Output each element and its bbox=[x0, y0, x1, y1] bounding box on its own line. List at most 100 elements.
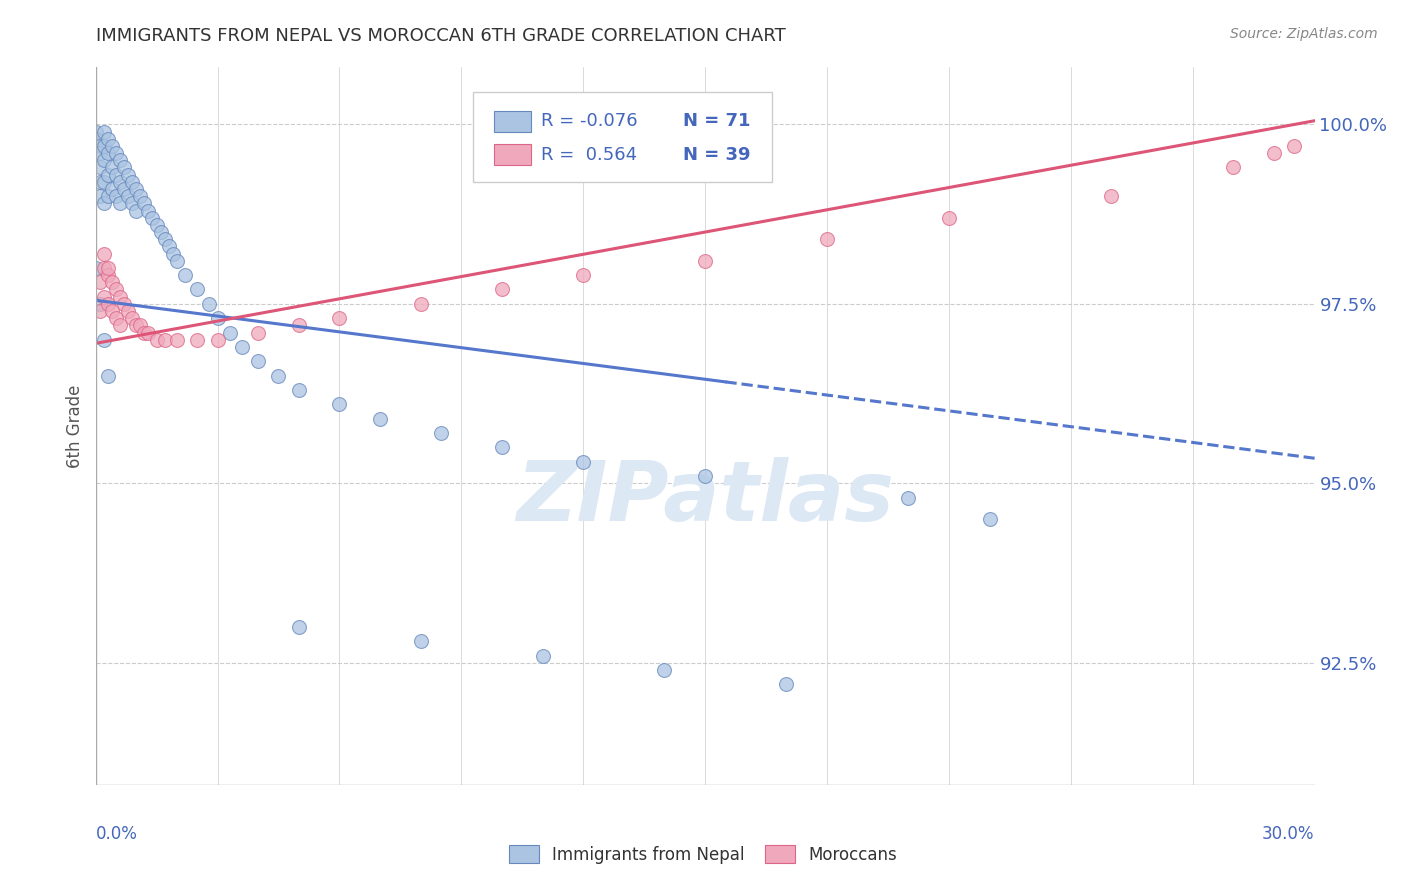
Point bbox=[112, 297, 135, 311]
Point bbox=[112, 182, 135, 196]
Point bbox=[93, 139, 115, 153]
Point bbox=[121, 175, 143, 189]
Point bbox=[775, 677, 797, 691]
Point bbox=[572, 268, 595, 282]
Text: IMMIGRANTS FROM NEPAL VS MOROCCAN 6TH GRADE CORRELATION CHART: IMMIGRANTS FROM NEPAL VS MOROCCAN 6TH GR… bbox=[96, 27, 786, 45]
Point bbox=[129, 189, 152, 203]
Point bbox=[108, 318, 131, 333]
Text: R =  0.564: R = 0.564 bbox=[540, 145, 637, 163]
Point bbox=[104, 146, 127, 161]
Point bbox=[108, 175, 131, 189]
Point bbox=[93, 124, 115, 138]
Point bbox=[938, 211, 960, 225]
Point bbox=[979, 512, 1001, 526]
Point bbox=[108, 196, 131, 211]
Point bbox=[84, 260, 107, 275]
Point bbox=[149, 225, 172, 239]
Point bbox=[97, 132, 120, 146]
Point bbox=[134, 196, 156, 211]
Point bbox=[104, 311, 127, 326]
Point bbox=[328, 397, 350, 411]
Point bbox=[125, 318, 148, 333]
Point bbox=[153, 232, 176, 246]
Point bbox=[153, 333, 176, 347]
Point bbox=[138, 203, 160, 218]
Text: N = 39: N = 39 bbox=[683, 145, 751, 163]
Point bbox=[288, 620, 311, 634]
Point bbox=[368, 411, 391, 425]
Point bbox=[93, 153, 115, 168]
Point bbox=[108, 153, 131, 168]
Point bbox=[247, 326, 270, 340]
Point bbox=[97, 168, 120, 182]
Point bbox=[89, 161, 111, 175]
Point bbox=[198, 297, 221, 311]
Point bbox=[572, 455, 595, 469]
Point bbox=[328, 311, 350, 326]
Point bbox=[157, 239, 180, 253]
Point bbox=[97, 268, 120, 282]
Point bbox=[409, 297, 432, 311]
Point bbox=[695, 469, 717, 483]
Text: R = -0.076: R = -0.076 bbox=[540, 112, 637, 130]
Point bbox=[108, 290, 131, 304]
Point bbox=[138, 326, 160, 340]
Point bbox=[104, 189, 127, 203]
Point bbox=[125, 182, 148, 196]
Point bbox=[97, 146, 120, 161]
Point bbox=[97, 189, 120, 203]
Point bbox=[121, 196, 143, 211]
Point bbox=[89, 297, 111, 311]
Point bbox=[141, 211, 163, 225]
Point bbox=[84, 132, 107, 146]
Point bbox=[93, 260, 115, 275]
Point bbox=[97, 297, 120, 311]
Point bbox=[1263, 146, 1285, 161]
Legend: Immigrants from Nepal, Moroccans: Immigrants from Nepal, Moroccans bbox=[502, 838, 904, 871]
Point bbox=[166, 333, 188, 347]
Point bbox=[89, 276, 111, 290]
Point bbox=[117, 304, 139, 318]
Point bbox=[267, 368, 290, 383]
Point bbox=[84, 124, 107, 138]
Point bbox=[174, 268, 197, 282]
Point bbox=[695, 253, 717, 268]
Text: Source: ZipAtlas.com: Source: ZipAtlas.com bbox=[1230, 27, 1378, 41]
Point bbox=[101, 304, 124, 318]
Point bbox=[1222, 161, 1244, 175]
Point bbox=[101, 182, 124, 196]
Point bbox=[654, 663, 676, 677]
FancyBboxPatch shape bbox=[474, 92, 772, 182]
FancyBboxPatch shape bbox=[495, 112, 531, 131]
Point bbox=[89, 175, 111, 189]
Point bbox=[117, 189, 139, 203]
Point bbox=[186, 283, 208, 297]
Point bbox=[1284, 139, 1306, 153]
Point bbox=[430, 426, 453, 441]
Point bbox=[1101, 189, 1123, 203]
Point bbox=[101, 161, 124, 175]
Point bbox=[134, 326, 156, 340]
Point bbox=[89, 189, 111, 203]
Point bbox=[125, 203, 148, 218]
Point bbox=[104, 283, 127, 297]
Y-axis label: 6th Grade: 6th Grade bbox=[66, 384, 84, 467]
Point bbox=[897, 491, 920, 505]
Text: ZIPatlas: ZIPatlas bbox=[516, 458, 894, 538]
Point bbox=[145, 333, 167, 347]
Point bbox=[89, 146, 111, 161]
Point bbox=[145, 218, 167, 232]
Point bbox=[491, 283, 513, 297]
Point bbox=[101, 276, 124, 290]
Point bbox=[93, 333, 115, 347]
Point bbox=[97, 260, 120, 275]
Point bbox=[815, 232, 838, 246]
Point bbox=[186, 333, 208, 347]
Point bbox=[93, 175, 115, 189]
Point bbox=[166, 253, 188, 268]
Point bbox=[288, 318, 311, 333]
Point bbox=[117, 168, 139, 182]
Point bbox=[121, 311, 143, 326]
Point bbox=[89, 139, 111, 153]
Point bbox=[112, 161, 135, 175]
